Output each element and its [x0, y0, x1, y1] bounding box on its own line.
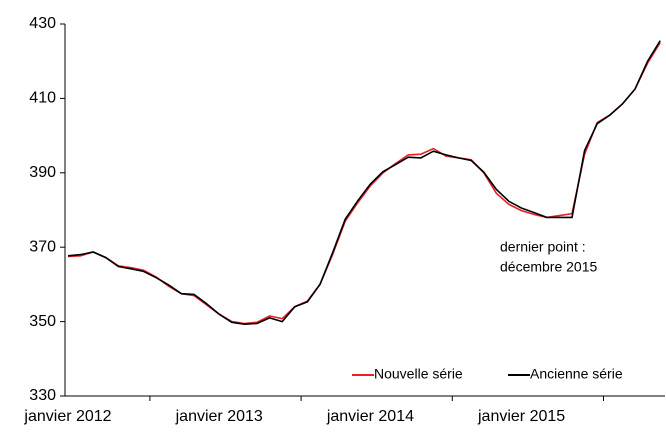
x-tick-label: janvier 2015 [477, 408, 565, 425]
annotation: dernier point : [500, 239, 586, 255]
y-tick-label: 370 [29, 238, 56, 255]
y-tick-label: 350 [29, 313, 56, 330]
x-tick-label: janvier 2013 [175, 408, 263, 425]
y-tick-label: 330 [29, 387, 56, 404]
legend-label: Nouvelle série [374, 366, 463, 382]
annotation: décembre 2015 [500, 259, 598, 275]
y-tick-label: 410 [29, 90, 56, 107]
series-line [67, 40, 661, 326]
x-tick-label: janvier 2012 [23, 408, 111, 425]
series-line [67, 42, 661, 325]
x-tick-label: janvier 2014 [326, 408, 414, 425]
legend-label: Ancienne série [530, 366, 623, 382]
y-tick-label: 430 [29, 15, 56, 32]
y-tick-label: 390 [29, 164, 56, 181]
